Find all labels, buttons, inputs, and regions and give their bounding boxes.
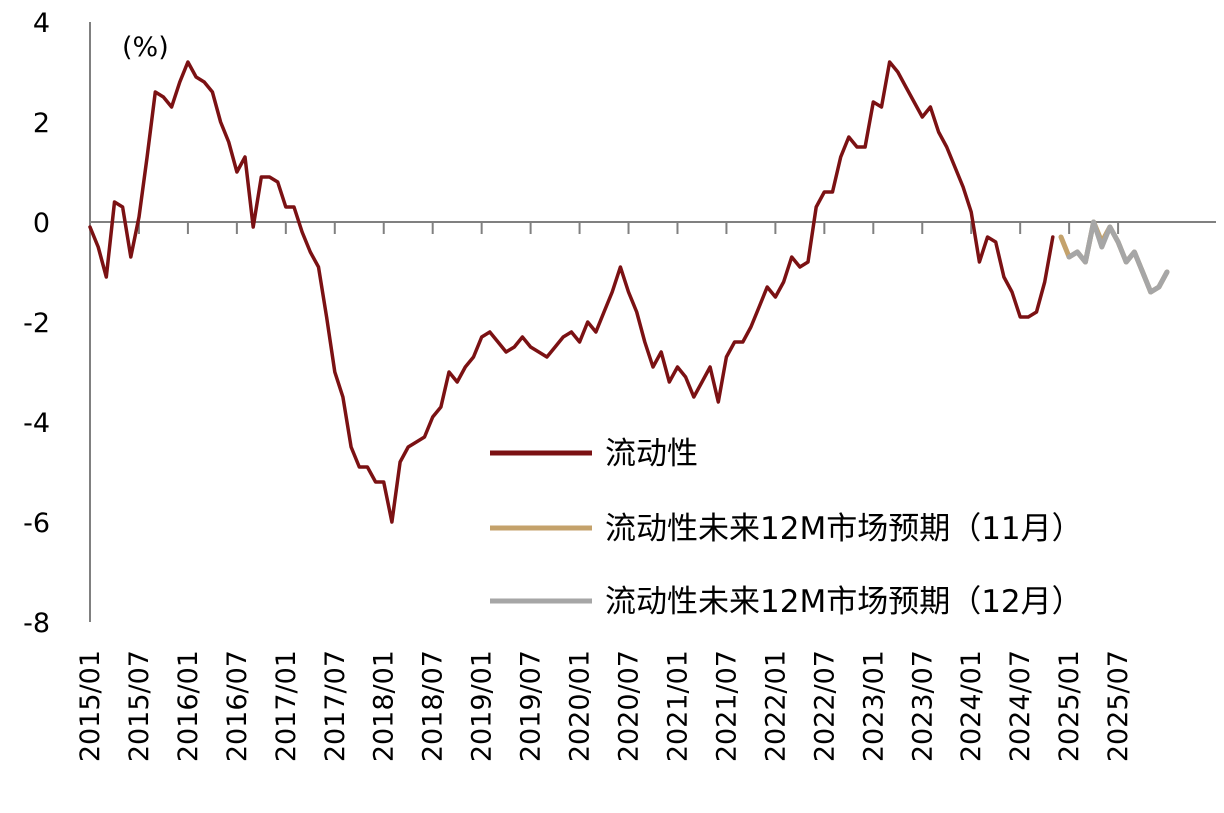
legend-label-0: 流动性 bbox=[605, 436, 698, 472]
x-tick-label: 2020/01 bbox=[565, 650, 596, 762]
y-tick-label: -2 bbox=[23, 308, 50, 339]
legend-label-1: 流动性未来12M市场预期（11月） bbox=[605, 511, 1083, 547]
y-tick-label: 4 bbox=[33, 8, 50, 39]
x-tick-label: 2019/01 bbox=[467, 650, 498, 762]
y-tick-label: -8 bbox=[23, 608, 50, 639]
x-tick-labels: 2015/01 2015/07 2016/01 2016/07 2017/01 2017/… bbox=[75, 650, 1134, 762]
x-tick-label: 2023/07 bbox=[907, 650, 938, 762]
x-tick-label: 2015/01 bbox=[75, 650, 106, 762]
x-tick-marks bbox=[89, 222, 1120, 234]
x-tick-label: 2022/07 bbox=[809, 650, 840, 762]
y-tick-label: 2 bbox=[33, 108, 50, 139]
y-tick-label: -6 bbox=[23, 508, 50, 539]
y-tick-label: -4 bbox=[23, 408, 50, 439]
x-tick-label: 2016/01 bbox=[173, 650, 204, 762]
axes bbox=[89, 22, 1216, 622]
y-tick-label: 0 bbox=[33, 208, 50, 239]
x-tick-label: 2022/01 bbox=[760, 650, 791, 762]
unit-label: (%) bbox=[122, 32, 169, 63]
series-lines bbox=[88, 60, 1170, 524]
x-tick-label: 2017/01 bbox=[271, 650, 302, 762]
x-tick-label: 2021/01 bbox=[662, 650, 693, 762]
x-tick-label: 2018/07 bbox=[418, 650, 449, 762]
x-tick-label: 2021/07 bbox=[711, 650, 742, 762]
series-line-2 bbox=[1066, 219, 1170, 295]
x-tick-label: 2024/07 bbox=[1005, 650, 1036, 762]
series-line-0 bbox=[88, 60, 1055, 524]
x-tick-label: 2018/01 bbox=[369, 650, 400, 762]
x-tick-label: 2020/07 bbox=[614, 650, 645, 762]
x-tick-label: 2015/07 bbox=[124, 650, 155, 762]
x-tick-label: 2024/01 bbox=[956, 650, 987, 762]
x-tick-label: 2025/07 bbox=[1103, 650, 1134, 762]
y-tick-labels: 4 2 0 -2 -4 -6 -8 bbox=[23, 8, 50, 639]
x-tick-label: 2017/07 bbox=[320, 650, 351, 762]
x-tick-label: 2023/01 bbox=[858, 650, 889, 762]
x-tick-label: 2019/07 bbox=[516, 650, 547, 762]
x-tick-label: 2016/07 bbox=[222, 650, 253, 762]
legend-label-2: 流动性未来12M市场预期（12月） bbox=[605, 584, 1083, 620]
x-tick-label: 2025/01 bbox=[1054, 650, 1085, 762]
